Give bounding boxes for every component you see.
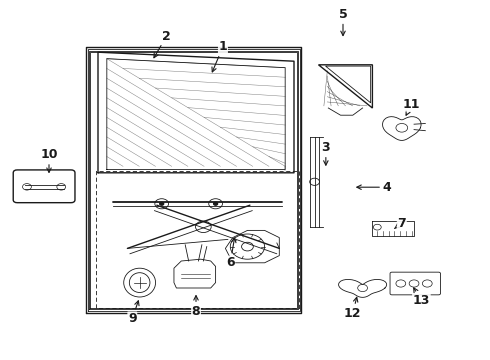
Circle shape [160,202,164,205]
Circle shape [214,202,218,205]
Text: 8: 8 [192,296,200,318]
Text: 6: 6 [226,238,236,269]
Text: 10: 10 [40,148,58,172]
Text: 4: 4 [357,181,392,194]
Text: 12: 12 [344,297,362,320]
Text: 1: 1 [212,40,227,72]
Text: 13: 13 [413,288,430,307]
Text: 5: 5 [339,8,347,36]
Text: 11: 11 [403,98,420,115]
Text: 9: 9 [128,301,139,325]
Text: 3: 3 [321,141,330,165]
Text: 2: 2 [154,30,171,58]
Text: 7: 7 [394,217,406,230]
